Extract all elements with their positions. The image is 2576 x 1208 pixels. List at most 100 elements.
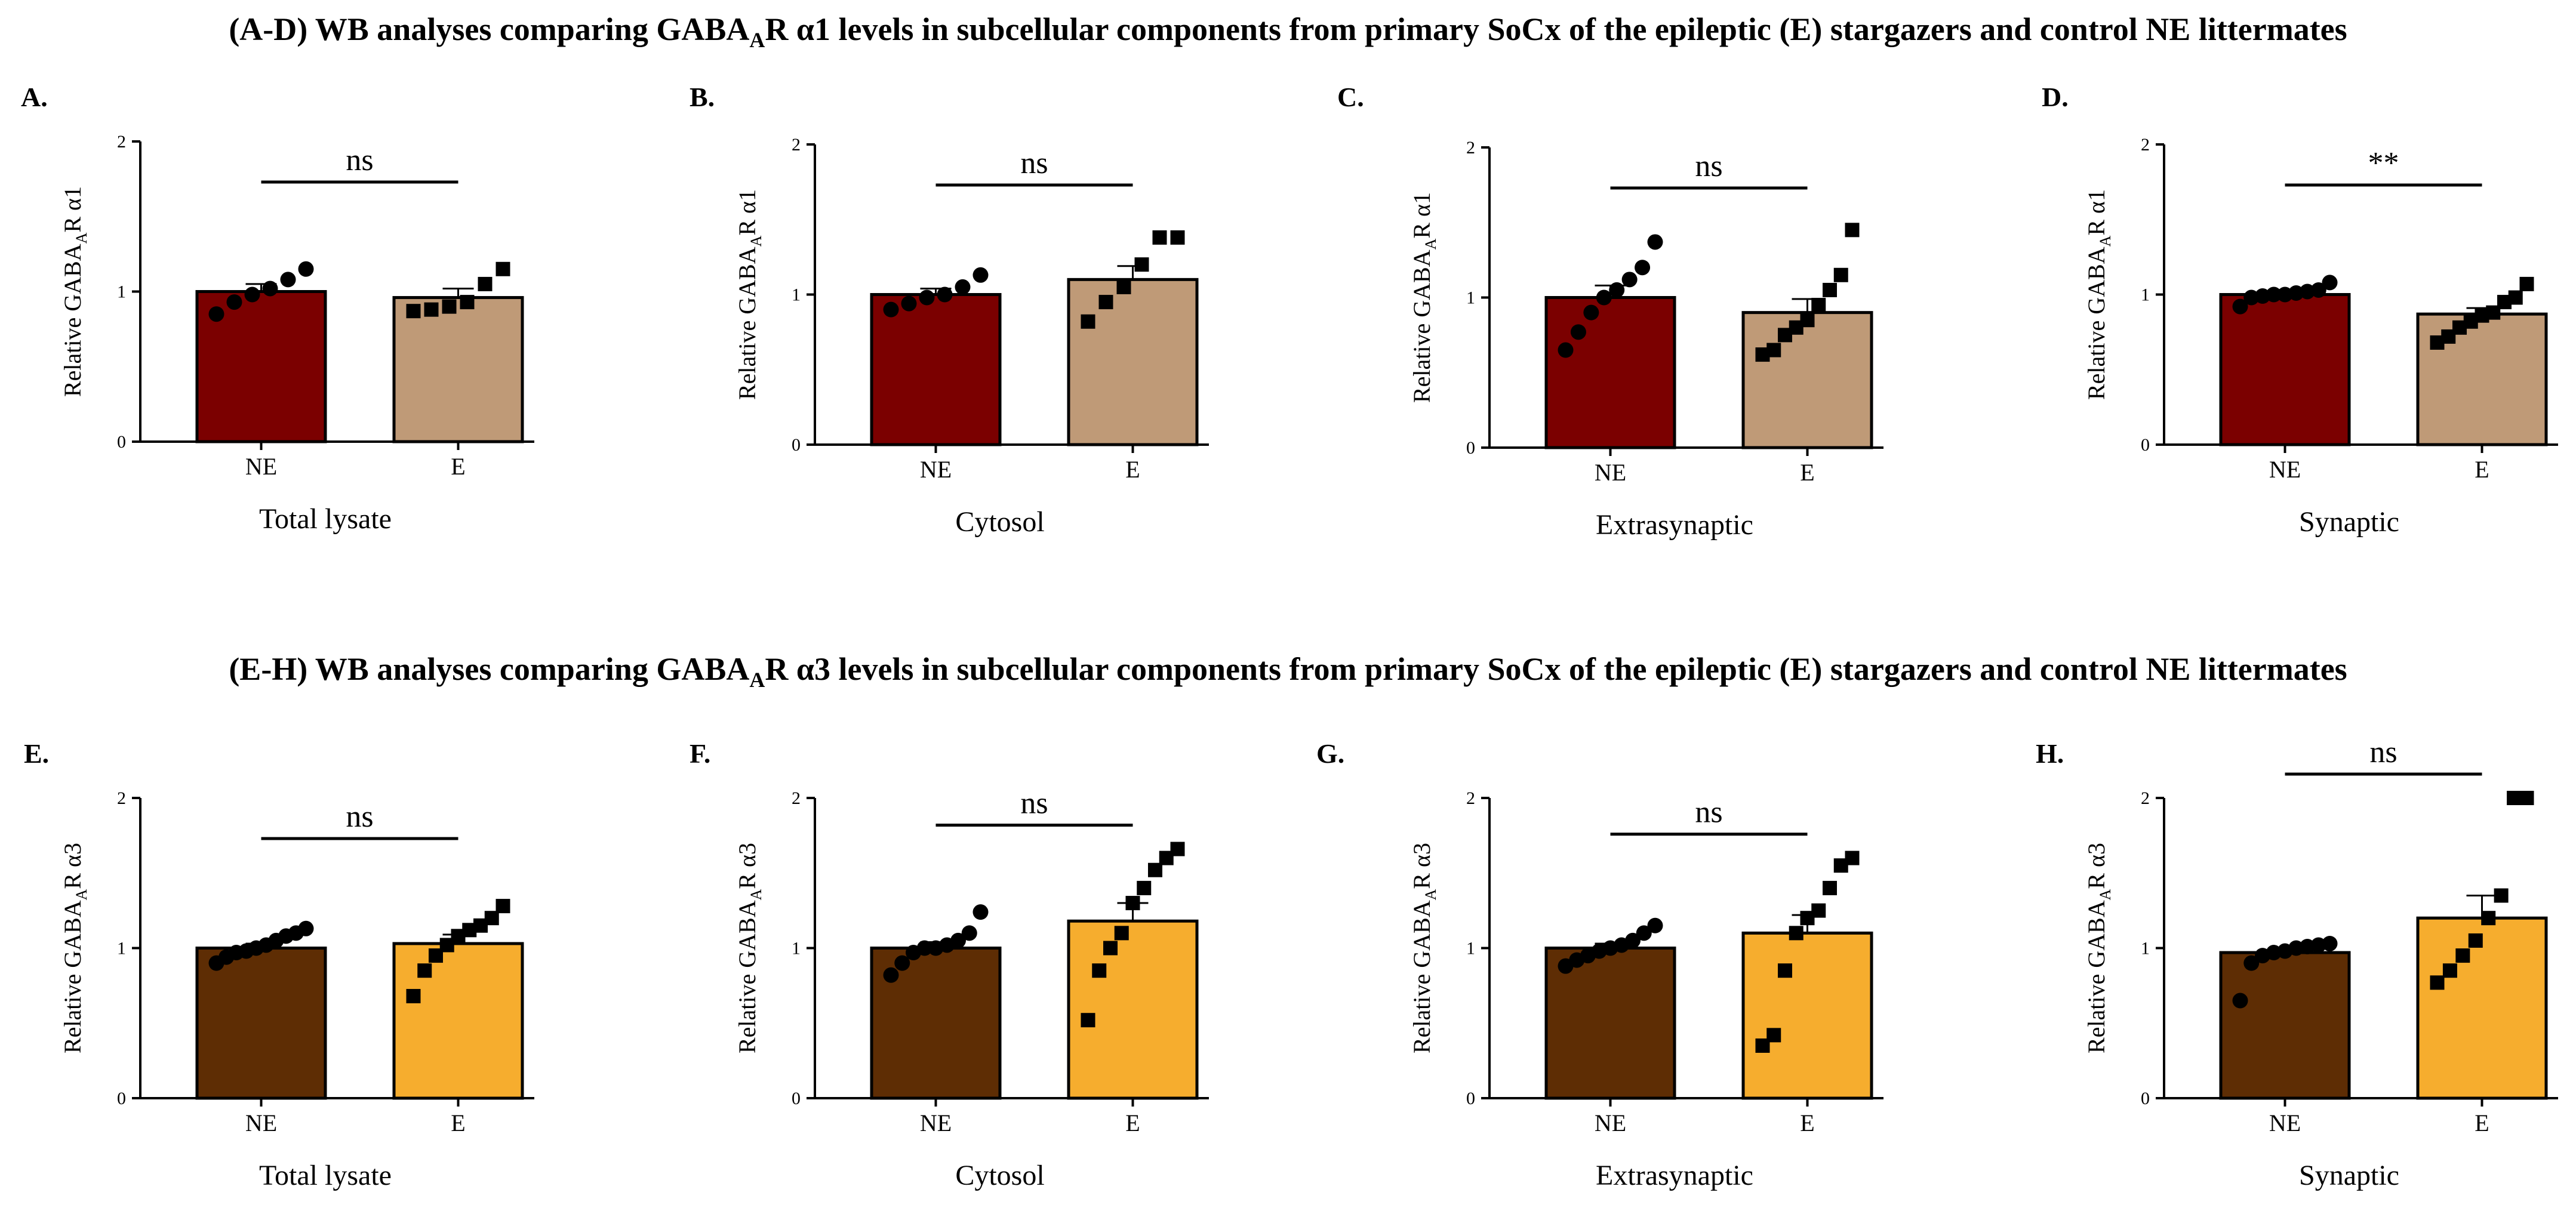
bar-e [1741,931,1873,1100]
data-point-e [2508,290,2523,305]
y-axis-label-subscript: A [1422,889,1439,900]
data-point-e [424,302,439,317]
data-point-ne [2322,275,2338,291]
data-point-e [442,299,457,314]
x-axis-title: Extrasynaptic [1596,1160,1753,1191]
category-label-ne: NE [245,453,277,480]
y-axis-label-suffix: R α3 [2083,843,2110,889]
data-point-e [1789,926,1803,941]
y-axis-label: Relative GABAAR α1 [1408,192,1439,403]
bar-ne [195,947,327,1100]
y-axis-label-subscript: A [2097,235,2114,246]
data-point-e [2481,911,2496,926]
y-axis-label-prefix: Relative GABA [2083,246,2110,400]
y-axis-label-subscript: A [2097,889,2114,900]
data-point-ne [2310,282,2326,298]
bar-ne [1544,296,1676,449]
significance-label: ns [346,800,373,834]
category-label-e: E [2475,1110,2489,1136]
y-axis-label-suffix: R α3 [734,843,761,889]
significance-label: ns [346,143,373,177]
data-point-e [1152,230,1167,245]
panel-h: H. Relative GABAAR α3 0 1 2 NE Ens Synaptic [2036,735,2558,1191]
panel-letter: B. [690,82,715,112]
panel-a: A. Relative GABAAR α1 0 1 2 NE Ens Total lysate [21,82,534,535]
y-tick-label: 2 [792,135,801,155]
data-point-e [1134,257,1149,272]
data-point-e [2507,791,2522,805]
bar-e [2416,312,2548,446]
data-point-e [495,261,510,276]
y-tick-label: 1 [2141,939,2150,959]
data-point-e [1823,282,1837,297]
y-tick-label: 0 [1466,1089,1475,1108]
panel-letter: C. [1337,82,1364,112]
data-point-e [1148,862,1162,877]
data-point-ne [1621,272,1638,288]
data-point-e [1833,267,1848,282]
data-point-e [2519,791,2534,805]
category-label-e: E [2475,456,2489,483]
bar-ne [2219,293,2351,446]
y-tick-label: 1 [2141,285,2150,305]
y-tick-label: 1 [792,939,801,959]
y-tick-label: 1 [117,282,126,302]
data-point-e [406,988,421,1003]
significance-label: ns [1695,796,1722,830]
data-point-ne [1609,282,1625,298]
data-point-e [495,899,510,914]
data-point-ne [1558,342,1574,358]
y-tick-label: 0 [792,1089,801,1108]
y-axis-label-suffix: R α1 [2083,189,2110,236]
panel-d: D. Relative GABAAR α1 0 1 2 NE E ** Synaptic [2042,82,2558,538]
data-point-ne [2232,298,2248,315]
data-point-ne [919,289,935,306]
y-axis-label-prefix: Relative GABA [59,244,86,397]
data-point-ne [262,281,278,297]
y-axis-label-prefix: Relative GABA [734,246,761,400]
x-axis-title: Total lysate [259,1160,392,1191]
bar-e [392,942,524,1100]
y-axis-label: Relative GABAAR α3 [59,843,90,1053]
data-point-e [1081,314,1095,329]
data-point-e [2430,975,2445,990]
data-point-e [484,911,499,926]
category-label-e: E [1800,459,1814,486]
data-point-ne [1583,304,1599,321]
data-point-e [2494,888,2509,903]
panel-b: B. Relative GABAAR α1 0 1 2 NE Ens Cytosol [690,82,1209,538]
y-tick-label: 0 [792,435,801,455]
y-tick-label: 2 [2141,135,2150,155]
data-point-ne [2243,955,2260,971]
data-point-e [460,295,475,310]
data-point-ne [298,261,314,277]
data-point-ne [972,267,989,283]
row-title-alpha3: (E-H) WB analyses comparing GABAAR α3 le… [229,651,2347,692]
data-point-ne [2322,935,2338,951]
y-tick-label: 2 [792,788,801,808]
data-point-ne [883,301,899,318]
y-tick-label: 2 [1466,138,1475,158]
row-title-alpha1: (A-D) WB analyses comparing GABAAR α1 le… [229,11,2347,52]
panel-g: G. Relative GABAAR α3 0 1 2 NE Ens Extrasynapti… [1316,738,1883,1191]
panel-letter: H. [2036,738,2064,769]
y-axis-label-suffix: R α3 [59,843,86,889]
data-point-e [417,963,432,978]
x-axis-title: Total lysate [259,503,392,535]
y-axis-label-subscript: A [747,889,765,900]
data-point-e [1811,298,1826,313]
y-axis-label: Relative GABAAR α3 [734,843,765,1053]
data-point-e [1811,903,1826,918]
data-point-e [1766,1028,1781,1043]
data-point-ne [937,286,953,303]
data-point-e [1778,963,1792,978]
panel-c: C. Relative GABAAR α1 0 1 2 NE Ens Extrasynapti… [1337,82,1883,541]
significance-label: ns [1020,146,1048,180]
category-label-e: E [1125,456,1140,483]
data-point-e [1137,880,1152,895]
data-point-e [1170,842,1185,856]
data-point-e [478,276,493,291]
data-point-e [1800,313,1815,328]
panel-letter: D. [2042,82,2069,112]
data-point-ne [298,920,314,936]
